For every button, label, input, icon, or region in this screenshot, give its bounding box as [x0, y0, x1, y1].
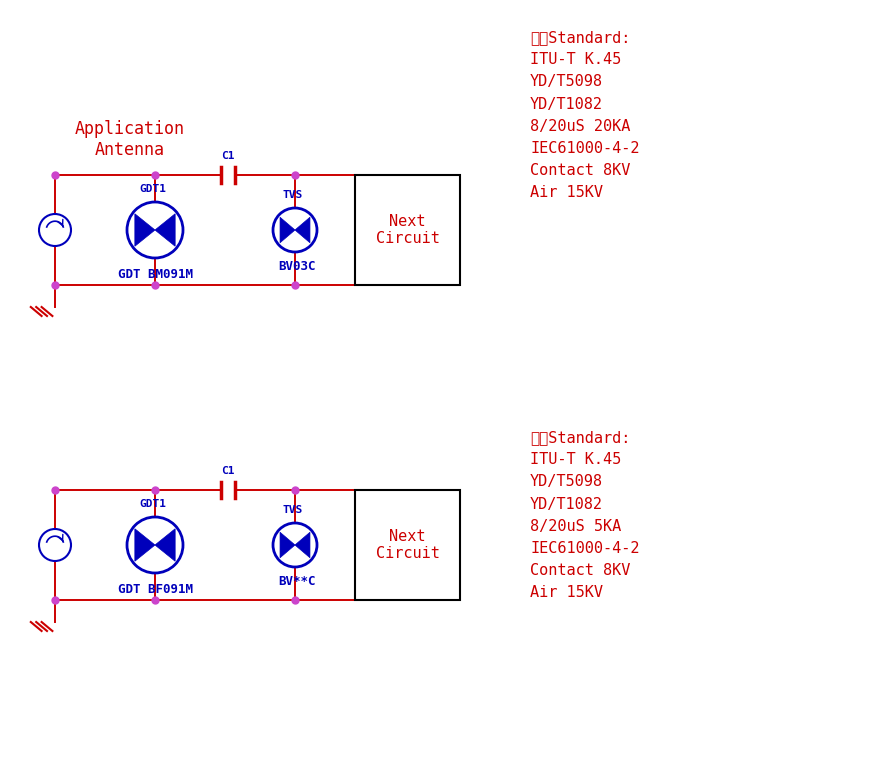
- Bar: [355, 175, 460, 285]
- Text: 室外Standard:
ITU-T K.45
YD/T5098
YD/T1082
8/20uS 20KA
IEC61000-4-2
Contact 8KV
Ai: 室外Standard: ITU-T K.45 YD/T5098 YD/T1082…: [530, 30, 640, 200]
- Text: Next
Circuit: Next Circuit: [376, 529, 440, 561]
- Text: 室内Standard:
ITU-T K.45
YD/T5098
YD/T1082
8/20uS 5KA
IEC61000-4-2
Contact 8KV
Air: 室内Standard: ITU-T K.45 YD/T5098 YD/T1082…: [530, 430, 640, 601]
- Polygon shape: [155, 214, 175, 246]
- Bar: [355, 490, 460, 600]
- Text: GDT BF091M: GDT BF091M: [118, 583, 193, 596]
- Text: TVS: TVS: [283, 505, 303, 515]
- Polygon shape: [295, 532, 310, 557]
- Text: GDT1: GDT1: [139, 499, 167, 509]
- Text: TVS: TVS: [283, 190, 303, 200]
- Polygon shape: [135, 214, 155, 246]
- Polygon shape: [135, 529, 155, 561]
- Polygon shape: [280, 532, 295, 557]
- Polygon shape: [155, 529, 175, 561]
- Text: BV**C: BV**C: [278, 575, 316, 588]
- Polygon shape: [280, 217, 295, 243]
- Text: Application
Antenna: Application Antenna: [75, 120, 185, 159]
- Text: GDT BM091M: GDT BM091M: [118, 268, 193, 281]
- Text: C1: C1: [221, 466, 235, 476]
- Text: BV03C: BV03C: [278, 260, 316, 273]
- Text: Next
Circuit: Next Circuit: [376, 214, 440, 246]
- Text: C1: C1: [221, 151, 235, 161]
- Polygon shape: [295, 217, 310, 243]
- Text: GDT1: GDT1: [139, 184, 167, 194]
